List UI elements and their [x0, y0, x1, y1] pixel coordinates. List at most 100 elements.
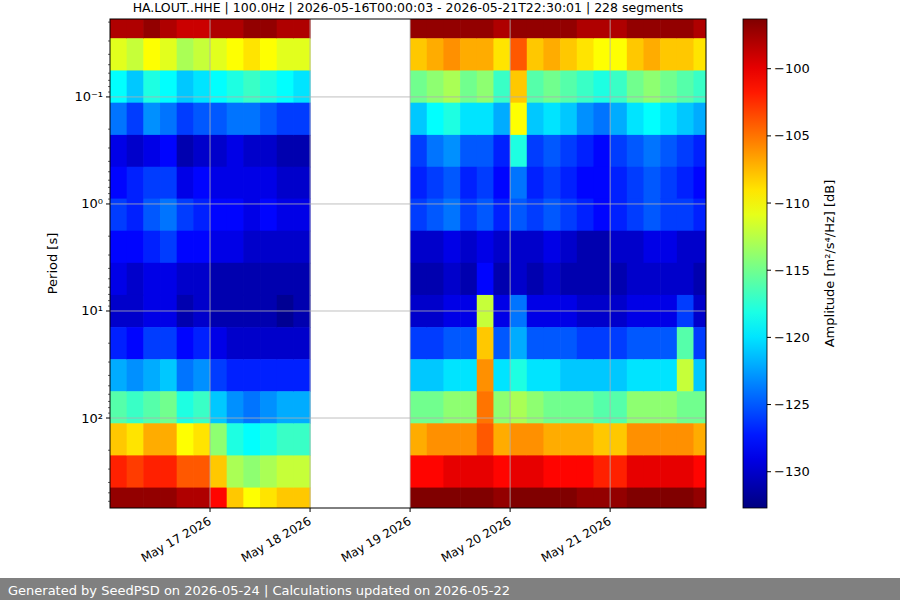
cell: [610, 327, 627, 360]
cell: [477, 488, 494, 508]
cell: [643, 359, 660, 392]
cell: [427, 263, 444, 296]
tick: [106, 310, 110, 311]
cell: [543, 263, 560, 296]
tick-label: May 17 2026: [139, 514, 214, 565]
cell: [227, 70, 244, 103]
cell: [143, 199, 160, 232]
cell: [560, 423, 577, 456]
cell: [610, 103, 627, 136]
cell: [627, 199, 644, 232]
cell: [260, 103, 277, 136]
cell: [277, 70, 294, 103]
cell: [160, 359, 177, 392]
cell: [477, 359, 494, 392]
cell: [510, 327, 527, 360]
cell: [293, 103, 310, 136]
cell: [127, 488, 144, 508]
cell: [260, 70, 277, 103]
colorbar-label: Amplitude [m²/s⁴/Hz] [dB]: [822, 180, 837, 348]
grid-line: [110, 96, 706, 97]
cell: [227, 391, 244, 424]
cell: [643, 19, 660, 39]
cell: [460, 167, 477, 199]
cell: [493, 263, 510, 296]
cell: [693, 231, 706, 264]
cell: [427, 488, 444, 508]
cell: [543, 135, 560, 167]
cell: [560, 455, 577, 488]
cell: [577, 359, 594, 392]
cell: [577, 103, 594, 136]
cell: [243, 231, 260, 264]
cell: [193, 231, 210, 264]
tick-label: 10¹: [81, 303, 103, 318]
cell: [527, 135, 544, 167]
cell: [610, 199, 627, 232]
cell: [643, 231, 660, 264]
cell: [627, 135, 644, 167]
minor-tick: [108, 385, 110, 386]
cell: [227, 455, 244, 488]
cell: [510, 199, 527, 232]
cell: [277, 199, 294, 232]
cell: [110, 488, 127, 508]
cell: [177, 423, 194, 456]
cell: [160, 38, 177, 71]
cell: [143, 327, 160, 360]
cell: [410, 70, 427, 103]
cell: [427, 199, 444, 232]
cell: [493, 135, 510, 167]
cell: [660, 103, 677, 136]
cell: [643, 135, 660, 167]
cell: [293, 231, 310, 264]
cell: [277, 391, 294, 424]
cell: [443, 167, 460, 199]
cell: [410, 231, 427, 264]
cell: [610, 263, 627, 296]
cell: [260, 359, 277, 392]
cell: [177, 327, 194, 360]
cell: [460, 423, 477, 456]
cell: [577, 38, 594, 71]
cell: [660, 231, 677, 264]
cell: [110, 423, 127, 456]
cell: [260, 423, 277, 456]
cell: [160, 103, 177, 136]
cell: [443, 70, 460, 103]
cell: [593, 38, 610, 71]
cell: [277, 167, 294, 199]
cell: [527, 455, 544, 488]
cell: [527, 488, 544, 508]
cell: [193, 391, 210, 424]
cell: [543, 38, 560, 71]
cell: [677, 135, 694, 167]
minor-tick: [108, 73, 110, 74]
grid-line: [110, 203, 706, 204]
cell: [493, 423, 510, 456]
cell: [593, 103, 610, 136]
cell: [127, 19, 144, 39]
cell: [643, 167, 660, 199]
cell: [160, 455, 177, 488]
cell: [160, 199, 177, 232]
cell: [260, 167, 277, 199]
cell: [543, 231, 560, 264]
cell: [243, 19, 260, 39]
minor-tick: [108, 193, 110, 194]
minor-tick: [108, 407, 110, 408]
colorbar-tick-label: −105: [774, 128, 810, 143]
cell: [560, 19, 577, 39]
minor-tick: [108, 180, 110, 181]
cell: [477, 263, 494, 296]
cell: [460, 359, 477, 392]
cell: [443, 38, 460, 71]
cell: [693, 19, 706, 39]
cell: [143, 167, 160, 199]
cell: [610, 167, 627, 199]
cell: [127, 199, 144, 232]
cell: [660, 455, 677, 488]
cell: [660, 19, 677, 39]
cell: [243, 359, 260, 392]
cell: [443, 359, 460, 392]
